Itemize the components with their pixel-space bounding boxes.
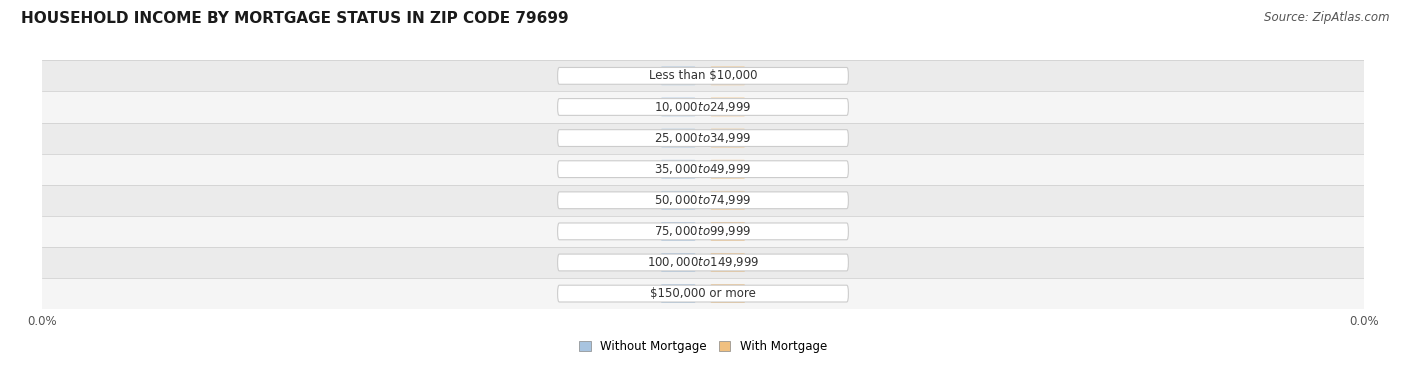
Bar <box>42 123 1364 154</box>
FancyBboxPatch shape <box>558 285 848 302</box>
Text: 0.0%: 0.0% <box>711 69 744 82</box>
FancyBboxPatch shape <box>558 254 848 271</box>
Text: 0.0%: 0.0% <box>711 194 744 207</box>
Bar <box>42 278 1364 309</box>
Text: 0.0%: 0.0% <box>711 101 744 113</box>
Text: 0.0%: 0.0% <box>711 287 744 300</box>
FancyBboxPatch shape <box>558 161 848 178</box>
FancyBboxPatch shape <box>659 222 696 241</box>
FancyBboxPatch shape <box>710 253 747 272</box>
FancyBboxPatch shape <box>710 67 747 85</box>
FancyBboxPatch shape <box>558 67 848 84</box>
FancyBboxPatch shape <box>710 284 747 303</box>
Bar <box>42 154 1364 185</box>
Text: HOUSEHOLD INCOME BY MORTGAGE STATUS IN ZIP CODE 79699: HOUSEHOLD INCOME BY MORTGAGE STATUS IN Z… <box>21 11 568 26</box>
Text: $35,000 to $49,999: $35,000 to $49,999 <box>654 162 752 176</box>
Text: 0.0%: 0.0% <box>711 132 744 144</box>
FancyBboxPatch shape <box>710 222 747 241</box>
FancyBboxPatch shape <box>659 129 696 147</box>
FancyBboxPatch shape <box>659 284 696 303</box>
FancyBboxPatch shape <box>558 98 848 115</box>
FancyBboxPatch shape <box>558 130 848 147</box>
Legend: Without Mortgage, With Mortgage: Without Mortgage, With Mortgage <box>574 336 832 358</box>
Text: $50,000 to $74,999: $50,000 to $74,999 <box>654 193 752 207</box>
Text: 0.0%: 0.0% <box>711 256 744 269</box>
Text: 0.0%: 0.0% <box>662 101 695 113</box>
FancyBboxPatch shape <box>659 98 696 116</box>
Bar <box>42 185 1364 216</box>
FancyBboxPatch shape <box>710 129 747 147</box>
FancyBboxPatch shape <box>710 191 747 210</box>
Text: 0.0%: 0.0% <box>662 194 695 207</box>
Bar <box>42 60 1364 92</box>
Bar <box>42 247 1364 278</box>
Text: $10,000 to $24,999: $10,000 to $24,999 <box>654 100 752 114</box>
Text: Less than $10,000: Less than $10,000 <box>648 69 758 82</box>
Text: 0.0%: 0.0% <box>711 163 744 176</box>
Text: 0.0%: 0.0% <box>662 132 695 144</box>
Text: Source: ZipAtlas.com: Source: ZipAtlas.com <box>1264 11 1389 24</box>
Text: $100,000 to $149,999: $100,000 to $149,999 <box>647 256 759 270</box>
Bar <box>42 216 1364 247</box>
Text: 0.0%: 0.0% <box>662 225 695 238</box>
Text: 0.0%: 0.0% <box>662 69 695 82</box>
Text: 0.0%: 0.0% <box>662 287 695 300</box>
FancyBboxPatch shape <box>710 160 747 179</box>
FancyBboxPatch shape <box>659 191 696 210</box>
Text: $150,000 or more: $150,000 or more <box>650 287 756 300</box>
FancyBboxPatch shape <box>558 223 848 240</box>
Bar <box>42 91 1364 123</box>
Text: $25,000 to $34,999: $25,000 to $34,999 <box>654 131 752 145</box>
FancyBboxPatch shape <box>558 192 848 209</box>
Text: 0.0%: 0.0% <box>711 225 744 238</box>
Text: $75,000 to $99,999: $75,000 to $99,999 <box>654 224 752 238</box>
FancyBboxPatch shape <box>659 160 696 179</box>
FancyBboxPatch shape <box>659 67 696 85</box>
FancyBboxPatch shape <box>659 253 696 272</box>
Text: 0.0%: 0.0% <box>662 256 695 269</box>
Text: 0.0%: 0.0% <box>662 163 695 176</box>
FancyBboxPatch shape <box>710 98 747 116</box>
